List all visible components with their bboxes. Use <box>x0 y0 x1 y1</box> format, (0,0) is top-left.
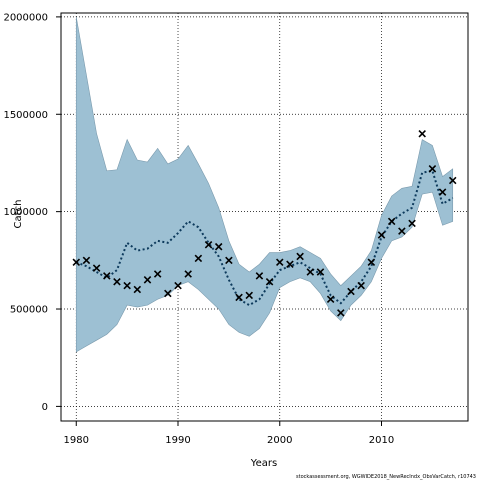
observed-point <box>204 240 213 249</box>
observed-point <box>316 268 325 276</box>
plot-frame <box>60 12 469 422</box>
y-axis-title: Catch <box>13 200 24 229</box>
observed-point <box>367 258 376 267</box>
observed-point <box>408 219 416 228</box>
y-tick-label: 2000000 <box>3 12 48 23</box>
observed-point <box>428 165 437 173</box>
x-tick-label: 2010 <box>369 435 394 446</box>
observed-point <box>235 293 243 302</box>
observed-point <box>387 217 396 226</box>
observed-point <box>275 258 284 267</box>
observed-point <box>377 231 386 239</box>
observed-point <box>123 281 131 290</box>
observed-point <box>133 285 142 294</box>
x-axis: 1980 1990 2000 2010 <box>64 421 394 446</box>
x-tick-label: 1980 <box>64 435 89 446</box>
x-tick-label: 1990 <box>165 435 190 446</box>
observed-point <box>286 260 294 268</box>
observed-point <box>448 176 457 185</box>
x-tick-label: 2000 <box>267 435 292 446</box>
observed-point <box>184 270 192 278</box>
observed-point <box>225 256 233 265</box>
observed-point <box>164 289 172 298</box>
observed-point <box>296 252 304 261</box>
footnote: stockassessment.org, WGWIDE2018_NewRecIn… <box>296 474 476 480</box>
observed-point <box>438 188 447 196</box>
y-axis: 0 500000 1000000 1500000 2000000 <box>3 12 61 413</box>
observed-markers <box>72 129 457 317</box>
observed-point <box>326 295 335 304</box>
observed-point <box>153 270 162 278</box>
observed-point <box>265 277 274 286</box>
observed-point <box>174 281 182 290</box>
confidence-band <box>75 16 454 353</box>
y-tick-label: 1000000 <box>3 207 48 218</box>
observed-point <box>103 272 111 280</box>
observed-point <box>347 287 355 296</box>
observed-point <box>337 309 345 317</box>
observed-point <box>214 242 223 251</box>
observed-point <box>143 276 152 284</box>
observed-point <box>113 277 121 286</box>
observed-point <box>418 129 426 138</box>
y-tick-label: 0 <box>42 402 48 413</box>
observed-point <box>82 256 91 265</box>
observed-point <box>357 281 365 290</box>
observed-point <box>92 264 101 272</box>
observed-point <box>245 291 254 300</box>
y-tick-label: 500000 <box>10 305 48 316</box>
observed-point <box>194 254 203 263</box>
observed-point <box>72 258 81 267</box>
x-axis-title: Years <box>250 458 277 469</box>
observed-point <box>255 272 264 280</box>
observed-point <box>306 268 315 276</box>
observed-point <box>398 227 406 235</box>
y-tick-label: 1500000 <box>3 110 48 121</box>
